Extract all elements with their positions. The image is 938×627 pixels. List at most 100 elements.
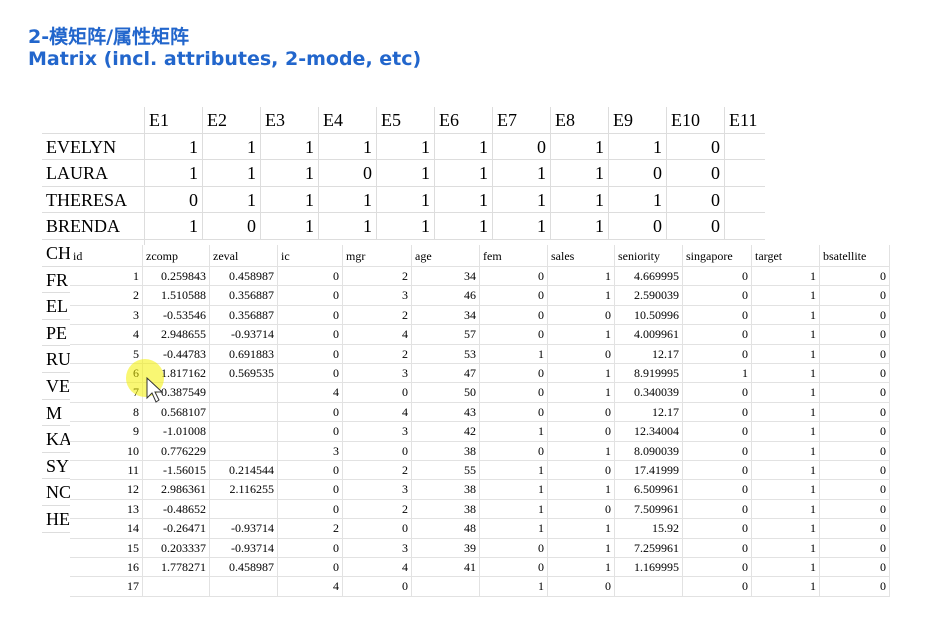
cell: 3 bbox=[70, 305, 143, 326]
cell: 6 bbox=[70, 364, 143, 384]
cell: 1 bbox=[551, 213, 609, 240]
cell: 0 bbox=[820, 480, 890, 500]
data-row: 9 -1.01008 0 3 42 1 0 12.34004 0 1 0 bbox=[70, 422, 890, 442]
cell: 4 bbox=[70, 325, 143, 345]
cell: 0 bbox=[683, 461, 752, 481]
column-header: bsatellite bbox=[820, 245, 890, 267]
cell: 0 bbox=[667, 133, 725, 161]
cell: 0 bbox=[480, 538, 548, 558]
cell: 3 bbox=[343, 422, 412, 442]
cell bbox=[210, 402, 278, 423]
slide-subtitle: Matrix (incl. attributes, 2-mode, etc) bbox=[28, 48, 422, 70]
column-header: E10 bbox=[667, 107, 725, 134]
data-row: 11 -1.56015 0.214544 0 2 55 1 0 17.41999 0 1 0 bbox=[70, 461, 890, 481]
row-label: LAURA bbox=[42, 160, 145, 187]
cell: 38 bbox=[412, 441, 480, 461]
cell: 34 bbox=[412, 267, 480, 287]
matrix-row: BRENDA 1 0 1 1 1 1 1 1 0 0 bbox=[42, 213, 765, 240]
header-row: id zcomp zeval ic mgr age fem sales seniority sin… bbox=[70, 245, 890, 267]
data-row: 4 2.948655 -0.93714 0 4 57 0 1 4.009961 0 1 0 bbox=[70, 325, 890, 345]
cell: 0 bbox=[203, 213, 261, 240]
cell: 1.817162 bbox=[143, 364, 210, 384]
cell: 48 bbox=[412, 519, 480, 539]
cell: 0 bbox=[683, 441, 752, 461]
cell: -0.93714 bbox=[210, 538, 278, 558]
matrix-row: EVELYN 1 1 1 1 1 1 0 1 1 0 bbox=[42, 133, 765, 161]
cell: 1 bbox=[435, 186, 493, 214]
cell: 1 bbox=[480, 480, 548, 500]
cell: 1 bbox=[752, 480, 820, 500]
cell: 0 bbox=[683, 499, 752, 520]
cell: 11 bbox=[70, 461, 143, 481]
cell: 1 bbox=[752, 383, 820, 403]
cell: 1 bbox=[493, 186, 551, 214]
cell: 50 bbox=[412, 383, 480, 403]
cell: 15.92 bbox=[615, 519, 683, 539]
cell: 0.340039 bbox=[615, 383, 683, 403]
cell: 0 bbox=[683, 558, 752, 578]
cell: 1 bbox=[752, 499, 820, 520]
cell: 17.41999 bbox=[615, 461, 683, 481]
cell: 1.169995 bbox=[615, 558, 683, 578]
cell: 0 bbox=[609, 213, 667, 240]
cell bbox=[210, 499, 278, 520]
cell: 12.17 bbox=[615, 402, 683, 423]
cell: 3 bbox=[343, 538, 412, 558]
cell: 0 bbox=[820, 286, 890, 306]
cell: 2 bbox=[343, 461, 412, 481]
cell: 1 bbox=[683, 364, 752, 384]
cell: 43 bbox=[412, 402, 480, 423]
cell: 2 bbox=[278, 519, 343, 539]
cell: 1 bbox=[752, 558, 820, 578]
cell: 0.259843 bbox=[143, 267, 210, 287]
cell: -0.53546 bbox=[143, 305, 210, 326]
cell: 0 bbox=[683, 480, 752, 500]
cell: 46 bbox=[412, 286, 480, 306]
cell: 53 bbox=[412, 344, 480, 364]
row-label: BRENDA bbox=[42, 213, 145, 240]
cell: 1 bbox=[609, 186, 667, 214]
cell: 4 bbox=[343, 325, 412, 345]
cell: 0 bbox=[683, 383, 752, 403]
cell: 2 bbox=[343, 305, 412, 326]
cell: 17 bbox=[70, 577, 143, 597]
cell: 1 bbox=[435, 133, 493, 161]
cell: 13 bbox=[70, 499, 143, 520]
cell: 1 bbox=[752, 519, 820, 539]
cell: 4 bbox=[278, 383, 343, 403]
data-row: 10 0.776229 3 0 38 0 1 8.090039 0 1 0 bbox=[70, 441, 890, 461]
column-header: ic bbox=[278, 245, 343, 267]
cell: 0 bbox=[683, 267, 752, 287]
cell: 2 bbox=[70, 286, 143, 306]
column-header: E6 bbox=[435, 107, 493, 134]
cell: 0 bbox=[820, 558, 890, 578]
cell: 1 bbox=[548, 267, 615, 287]
cell: 1 bbox=[551, 133, 609, 161]
cell: -0.93714 bbox=[210, 325, 278, 345]
column-header: E9 bbox=[609, 107, 667, 134]
cell bbox=[725, 134, 765, 161]
cell: 1 bbox=[752, 267, 820, 287]
matrix-row: LAURA 1 1 1 0 1 1 1 1 0 0 bbox=[42, 160, 765, 187]
cell: 0 bbox=[820, 344, 890, 364]
cell: 0 bbox=[480, 441, 548, 461]
cell: 7 bbox=[70, 383, 143, 403]
cell: 2.590039 bbox=[615, 286, 683, 306]
cell: 0.214544 bbox=[210, 461, 278, 481]
cell: 0.568107 bbox=[143, 402, 210, 423]
cell bbox=[725, 160, 765, 187]
attribute-table: id zcomp zeval ic mgr age fem sales seniority sin… bbox=[70, 245, 890, 597]
cell: 0.356887 bbox=[210, 305, 278, 326]
cell: 1 bbox=[752, 422, 820, 442]
cell: 1 bbox=[319, 213, 377, 240]
cell: 0 bbox=[480, 305, 548, 326]
cell: 0 bbox=[820, 383, 890, 403]
cell: 1 bbox=[480, 461, 548, 481]
cell: 0 bbox=[278, 325, 343, 345]
column-header: id bbox=[70, 245, 143, 267]
cell: 0 bbox=[820, 325, 890, 345]
cell: 1 bbox=[203, 133, 261, 161]
cell: 0 bbox=[343, 577, 412, 597]
cell: 0 bbox=[278, 267, 343, 287]
cell: 1 bbox=[752, 286, 820, 306]
